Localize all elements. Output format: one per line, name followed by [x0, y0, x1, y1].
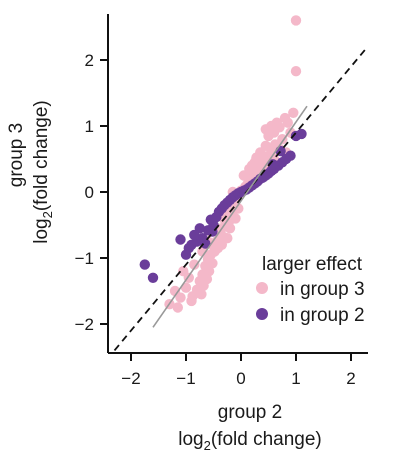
y-tick-label: 1	[85, 117, 94, 136]
legend-marker-group3	[256, 282, 268, 294]
data-point	[290, 66, 302, 77]
x-axis-title-rest: (fold change)	[211, 429, 322, 450]
legend: larger effect in group 3 in group 2	[256, 254, 365, 326]
data-point	[222, 233, 233, 244]
data-point	[246, 160, 258, 171]
data-point	[169, 285, 181, 297]
legend-marker-group2	[256, 308, 268, 320]
data-point	[183, 242, 194, 254]
data-point	[147, 272, 159, 283]
x-tick-label: 1	[291, 369, 300, 388]
series-group2	[139, 128, 307, 283]
data-point	[233, 203, 244, 214]
y-axis-title-subscript: 2	[40, 211, 55, 218]
x-tick-label: −1	[176, 369, 195, 388]
fit-line	[152, 105, 308, 328]
x-axis-title-subscript: 2	[204, 438, 211, 453]
data-point	[200, 238, 211, 249]
y-tick-label: 2	[85, 51, 94, 70]
data-point	[279, 112, 291, 124]
data-point	[290, 15, 302, 26]
legend-label-group2: in group 2	[280, 305, 365, 326]
x-tick-label: 0	[236, 369, 245, 388]
plot-area	[107, 14, 369, 354]
data-point	[224, 223, 236, 234]
data-point	[267, 159, 279, 170]
y-tick-label: −2	[75, 315, 94, 334]
data-point	[230, 213, 241, 224]
data-point	[189, 259, 200, 270]
data-point	[186, 295, 197, 307]
legend-title: larger effect	[262, 254, 363, 275]
legend-label-group3: in group 3	[280, 279, 365, 300]
data-point	[271, 117, 282, 128]
x-axis-title-line1: group 2	[218, 402, 282, 423]
data-point	[296, 128, 307, 140]
data-point	[285, 150, 296, 161]
y-axis-title-rest: (fold change)	[31, 100, 52, 211]
y-axis-ticks: −2 −1 0 1 2	[75, 51, 108, 334]
data-point	[238, 170, 249, 181]
x-tick-label: 2	[346, 369, 355, 388]
identity-line	[113, 46, 369, 351]
data-point	[251, 152, 262, 163]
data-point	[172, 302, 183, 313]
data-point	[139, 259, 150, 270]
y-axis-title-line2: log2(fold change)	[31, 100, 55, 244]
data-point	[189, 229, 200, 241]
x-tick-label: −2	[121, 369, 140, 388]
data-point	[178, 266, 189, 277]
y-axis-title-log: log	[31, 218, 52, 243]
data-point	[288, 107, 299, 119]
data-point	[180, 282, 192, 293]
y-axis-title-line1: group 3	[6, 123, 27, 187]
x-axis-title-log: log	[178, 429, 203, 450]
y-tick-label: −1	[75, 249, 94, 268]
x-axis-title-line2: log2(fold change)	[178, 429, 322, 453]
data-point	[175, 234, 186, 245]
y-tick-label: 0	[85, 183, 94, 202]
data-point	[196, 289, 207, 300]
x-axis-ticks: −2 −1 0 1 2	[121, 353, 356, 388]
